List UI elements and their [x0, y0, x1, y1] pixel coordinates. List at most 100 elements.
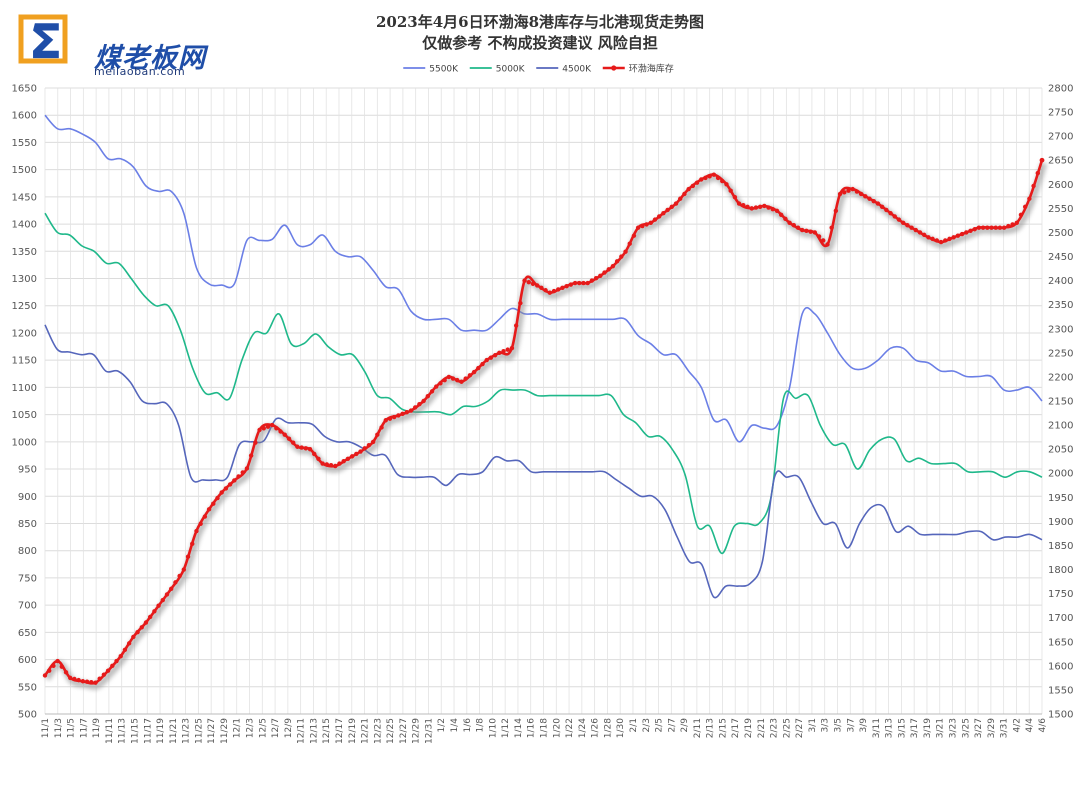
data-point [492, 353, 498, 358]
data-point [290, 440, 296, 445]
data-point [686, 186, 691, 192]
data-point [1035, 170, 1040, 176]
x-tick-label: 1/26 [591, 718, 601, 738]
data-point [858, 191, 864, 197]
data-point [375, 432, 380, 437]
series-shadow-inventory [44, 162, 1048, 690]
x-tick-label: 3/21 [936, 718, 946, 738]
data-point [627, 241, 632, 246]
x-tick-label: 1/2 [437, 718, 447, 732]
data-point [837, 191, 843, 197]
data-point [846, 188, 851, 193]
y-left-tick-label: 1500 [12, 165, 37, 176]
data-point [577, 280, 582, 286]
data-point [816, 234, 822, 239]
data-point [888, 211, 893, 216]
data-point [661, 211, 666, 216]
x-tick-label: 12/7 [271, 718, 281, 738]
x-tick-label: 11/27 [207, 718, 217, 744]
axes: 500 550 600 650 700 750 800 850 900 950 1000 1050 11… [12, 84, 1074, 744]
x-tick-label: 4/2 [1012, 718, 1022, 732]
data-point [968, 228, 973, 234]
y-left-tick-label: 1250 [12, 301, 37, 312]
data-point [551, 288, 557, 294]
data-point [720, 178, 725, 184]
data-point [648, 220, 653, 226]
y-left-tick-label: 600 [18, 655, 37, 666]
data-point [421, 398, 426, 404]
x-tick-label: 12/3 [246, 718, 256, 738]
data-point [219, 490, 224, 495]
x-tick-label: 11/17 [143, 718, 153, 744]
data-point [501, 349, 506, 354]
data-point [635, 225, 641, 230]
data-point [707, 174, 712, 179]
data-point [715, 175, 721, 181]
x-tick-label: 12/9 [284, 718, 294, 738]
data-point [980, 225, 986, 230]
data-point [879, 204, 885, 209]
data-point [341, 458, 346, 464]
data-point [312, 451, 317, 457]
data-point [778, 212, 784, 218]
data-point [669, 204, 675, 209]
data-point [467, 373, 473, 378]
data-point [139, 625, 144, 630]
data-point [665, 207, 670, 213]
data-point [324, 462, 330, 467]
y-right-tick-label: 2400 [1048, 276, 1073, 287]
data-point [812, 230, 818, 235]
data-point [143, 620, 149, 625]
legend-label: 5000K [496, 65, 526, 75]
x-tick-label: 3/13 [885, 718, 895, 738]
data-point [412, 405, 418, 410]
data-point [913, 227, 918, 233]
data-point [930, 236, 935, 242]
x-tick-label: 1/8 [476, 718, 486, 733]
data-point [278, 429, 283, 434]
y-right-tick-label: 1750 [1048, 589, 1073, 600]
legend-label: 环渤海库存 [629, 63, 674, 75]
data-point [518, 300, 523, 306]
x-tick-label: 12/27 [399, 718, 409, 744]
data-point [934, 238, 940, 243]
data-point [434, 384, 439, 389]
meilaoban-logo: 煤老板网 meilaoban.com [18, 14, 228, 78]
data-point [909, 225, 914, 230]
data-point [333, 463, 338, 469]
data-point [543, 288, 548, 293]
data-point [728, 188, 733, 193]
data-point [522, 278, 527, 283]
y-right-tick-label: 2200 [1048, 372, 1073, 383]
y-left-tick-label: 1400 [12, 220, 37, 231]
data-point [362, 446, 367, 451]
data-point [656, 214, 662, 219]
data-point [1022, 204, 1028, 209]
x-tick-label: 11/5 [67, 718, 77, 738]
y-right-tick-label: 2000 [1048, 469, 1073, 480]
data-point [240, 470, 245, 475]
data-point [1006, 223, 1011, 229]
x-tick-label: 11/29 [220, 718, 230, 744]
data-point [76, 677, 81, 683]
data-point [619, 254, 624, 259]
x-tick-label: 3/29 [987, 718, 997, 738]
x-tick-label: 2/3 [642, 718, 652, 732]
data-point [833, 208, 839, 213]
series-line-4500k [44, 324, 1043, 599]
data-point [484, 357, 489, 363]
data-point [955, 233, 961, 238]
x-tick-label: 3/15 [897, 718, 907, 738]
data-point [985, 225, 990, 230]
data-point [947, 236, 952, 242]
data-point [72, 676, 77, 682]
x-tick-label: 12/15 [322, 718, 332, 744]
x-tick-label: 3/9 [859, 718, 869, 733]
series [42, 114, 1048, 690]
data-point [253, 440, 258, 445]
data-point [791, 223, 797, 228]
data-point [349, 454, 355, 459]
x-tick-label: 12/19 [348, 718, 358, 744]
data-point [110, 663, 115, 669]
data-point [690, 183, 696, 189]
